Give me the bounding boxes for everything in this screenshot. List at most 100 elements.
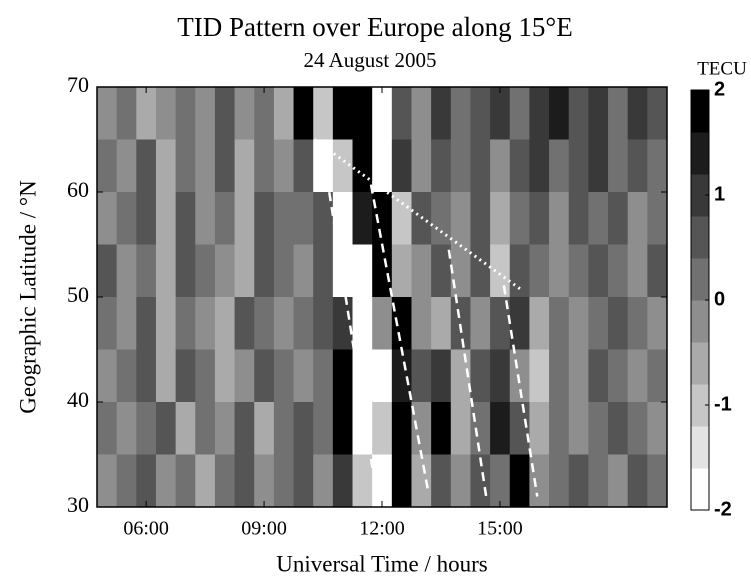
heatmap-cell: [313, 139, 334, 193]
heatmap-cell: [391, 192, 412, 245]
heatmap-cell: [313, 454, 334, 508]
heatmap-cell: [293, 87, 314, 140]
heatmap-cell: [568, 402, 589, 455]
heatmap-cell: [647, 87, 668, 140]
colorbar-band: [691, 174, 709, 217]
heatmap-cell: [352, 454, 373, 508]
heatmap-cell: [273, 349, 295, 403]
colorbar-band: [691, 384, 709, 427]
heatmap-cell: [431, 297, 452, 350]
heatmap-cell: [155, 87, 177, 140]
heatmap-cell: [431, 454, 452, 508]
heatmap-cell: [509, 244, 530, 298]
heatmap-cell: [273, 297, 295, 350]
heatmap-cell: [470, 87, 491, 140]
heatmap-cell: [352, 139, 373, 193]
heatmap-cell: [490, 244, 511, 298]
heatmap-cell: [608, 87, 629, 140]
heatmap-cell: [509, 139, 530, 193]
heatmap-cell: [234, 244, 255, 298]
heatmap-cell: [608, 139, 629, 193]
heatmap-cell: [195, 139, 216, 193]
heatmap-cell: [627, 349, 648, 403]
heatmap-cell: [97, 297, 118, 350]
heatmap-cell: [97, 454, 118, 508]
colorbar-band: [691, 216, 709, 259]
heatmap-cell: [509, 402, 530, 455]
heatmap-cell: [234, 349, 255, 403]
heatmap-cell: [372, 139, 393, 193]
heatmap-cell: [588, 87, 609, 140]
colorbar-band: [691, 258, 709, 301]
heatmap-cell: [97, 244, 118, 298]
heatmap-cell: [647, 349, 668, 403]
y-tick-label: 60: [67, 177, 89, 202]
heatmap-cell: [588, 192, 609, 245]
heatmap-cell: [588, 454, 609, 508]
heatmap-cell: [254, 349, 275, 403]
heatmap-cell: [608, 454, 629, 508]
heatmap-cell: [627, 454, 648, 508]
heatmap-cell: [175, 87, 196, 140]
colorbar-band: [691, 132, 709, 175]
heatmap-cell: [97, 349, 118, 403]
heatmap-cell: [608, 402, 629, 455]
heatmap-cell: [647, 244, 668, 298]
heatmap-cell: [588, 244, 609, 298]
heatmap-cell: [431, 139, 452, 193]
heatmap-cell: [116, 139, 137, 193]
heatmap-cell: [411, 244, 432, 298]
heatmap-cell: [470, 349, 491, 403]
heatmap-cell: [549, 454, 570, 508]
heatmap-cell: [391, 297, 412, 350]
heatmap-cell: [293, 454, 314, 508]
heatmap-cell: [470, 192, 491, 245]
heatmap-cell: [214, 402, 236, 455]
heatmap-cell: [234, 297, 255, 350]
heatmap-cell: [509, 297, 530, 350]
heatmap-cell: [254, 244, 275, 298]
heatmap-cell: [175, 244, 196, 298]
heatmap-cell: [509, 454, 530, 508]
heatmap-cell: [647, 297, 668, 350]
heatmap-cell: [214, 139, 236, 193]
heatmap-cell: [136, 244, 157, 298]
heatmap-cell: [509, 349, 530, 403]
heatmap-cell: [391, 139, 412, 193]
heatmap-cell: [293, 297, 314, 350]
heatmap-cell: [136, 139, 157, 193]
heatmap-cell: [234, 402, 255, 455]
colorbar-tick-label: -1: [714, 393, 732, 415]
heatmap-cell: [490, 139, 511, 193]
heatmap-cell: [450, 349, 471, 403]
heatmap-cell: [313, 87, 334, 140]
heatmap-cell: [234, 87, 255, 140]
heatmap-cell: [431, 349, 452, 403]
heatmap-cell: [608, 349, 629, 403]
heatmap-cell: [214, 244, 236, 298]
heatmap-cell: [352, 87, 373, 140]
heatmap-cell: [450, 402, 471, 455]
heatmap-cell: [529, 454, 550, 508]
y-tick-label: 50: [67, 282, 89, 307]
heatmap-cell: [116, 454, 137, 508]
heatmap-cell: [195, 87, 216, 140]
heatmap-cell: [332, 297, 354, 350]
heatmap-cell: [332, 244, 354, 298]
heatmap-cell: [214, 192, 236, 245]
heatmap-cell: [234, 454, 255, 508]
heatmap-cell: [608, 192, 629, 245]
x-tick-label: 09:00: [241, 518, 287, 540]
heatmap-cell: [647, 139, 668, 193]
heatmap-cell: [352, 192, 373, 245]
colorbar-tick-label: 2: [714, 78, 725, 100]
heatmap-cell: [509, 192, 530, 245]
heatmap-cell: [490, 454, 511, 508]
heatmap-cell: [293, 244, 314, 298]
heatmap-cell: [490, 297, 511, 350]
colorbar-band: [691, 342, 709, 385]
heatmap-cell: [549, 244, 570, 298]
heatmap-cell: [391, 349, 412, 403]
heatmap-cell: [411, 349, 432, 403]
heatmap-cell: [116, 297, 137, 350]
